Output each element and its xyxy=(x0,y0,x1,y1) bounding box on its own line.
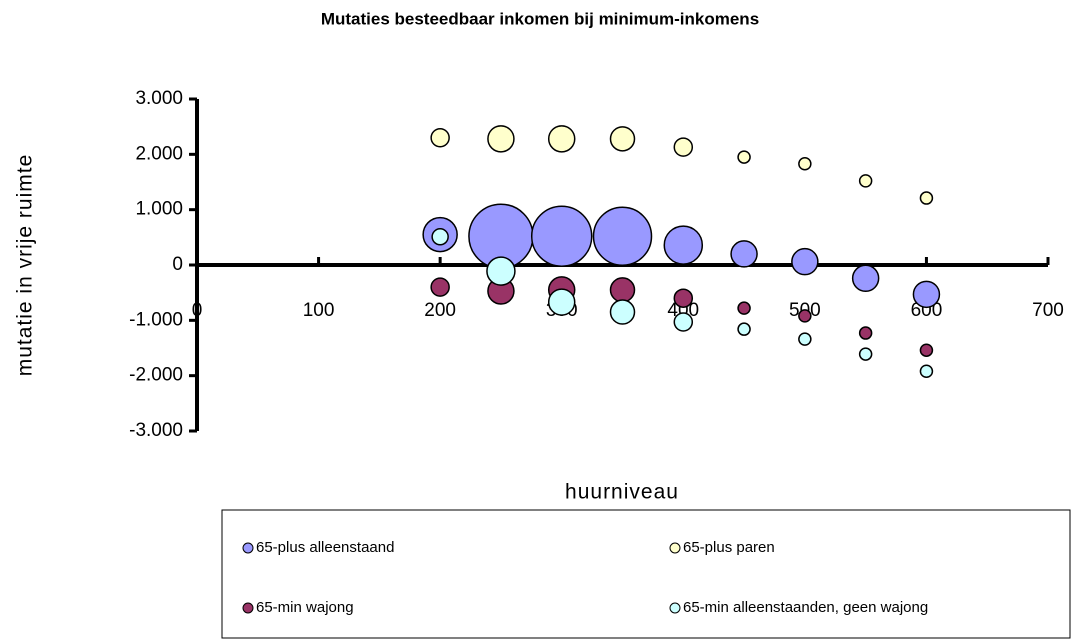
bubble xyxy=(609,126,636,152)
bubble xyxy=(858,174,873,188)
bubble xyxy=(919,364,934,378)
legend-marker xyxy=(242,602,254,614)
legend-marker xyxy=(669,542,681,554)
bubble xyxy=(430,127,450,148)
bubble xyxy=(592,206,653,266)
bubble xyxy=(487,125,515,153)
bubble xyxy=(609,299,636,325)
bubble xyxy=(798,332,812,346)
y-tick-label: 2.000 xyxy=(135,143,183,164)
y-tick-label: -3.000 xyxy=(129,420,183,441)
bubble xyxy=(673,312,694,332)
bubble xyxy=(547,125,576,153)
bubble xyxy=(919,343,934,357)
y-tick-label: 3.000 xyxy=(135,88,183,109)
bubble xyxy=(919,191,934,205)
bubble xyxy=(530,205,593,267)
legend-marker xyxy=(242,542,254,554)
bubble xyxy=(547,288,576,316)
y-tick-label: 0 xyxy=(172,254,183,275)
y-axis-label: mutatie in vrije ruimte xyxy=(14,154,37,377)
x-tick-label: 100 xyxy=(303,300,335,321)
legend xyxy=(221,509,1071,639)
bubble xyxy=(609,277,636,303)
x-tick-label: 400 xyxy=(667,300,699,321)
legend-marker xyxy=(669,602,681,614)
bubble xyxy=(858,326,873,340)
bubble xyxy=(798,309,812,323)
bubble xyxy=(912,280,941,309)
bubble xyxy=(851,264,880,293)
bubble xyxy=(673,288,694,308)
x-tick-label: 200 xyxy=(424,300,456,321)
bubble xyxy=(430,277,450,297)
legend-label: 65-plus alleenstaand xyxy=(256,539,394,556)
legend-label: 65-plus paren xyxy=(683,539,775,556)
bubble xyxy=(730,240,758,268)
bubble xyxy=(791,247,819,276)
bubble xyxy=(737,301,751,315)
bubble xyxy=(486,256,516,286)
bubble xyxy=(663,225,704,265)
bubble xyxy=(431,228,449,246)
legend-label: 65-min alleenstaanden, geen wajong xyxy=(683,599,928,616)
legend-label: 65-min wajong xyxy=(256,599,354,616)
y-tick-label: -2.000 xyxy=(129,365,183,386)
bubble xyxy=(798,156,812,171)
bubble xyxy=(737,150,751,164)
bubble xyxy=(737,322,751,336)
chart-title: Mutaties besteedbaar inkomen bij minimum… xyxy=(321,9,759,28)
x-tick-label: 700 xyxy=(1032,300,1064,321)
y-tick-label: -1.000 xyxy=(129,309,183,330)
x-tick-label: 0 xyxy=(192,300,203,321)
bubble xyxy=(673,137,694,157)
bubble xyxy=(858,347,873,361)
y-tick-label: 1.000 xyxy=(135,199,183,220)
x-axis-label: huurniveau xyxy=(565,481,679,504)
